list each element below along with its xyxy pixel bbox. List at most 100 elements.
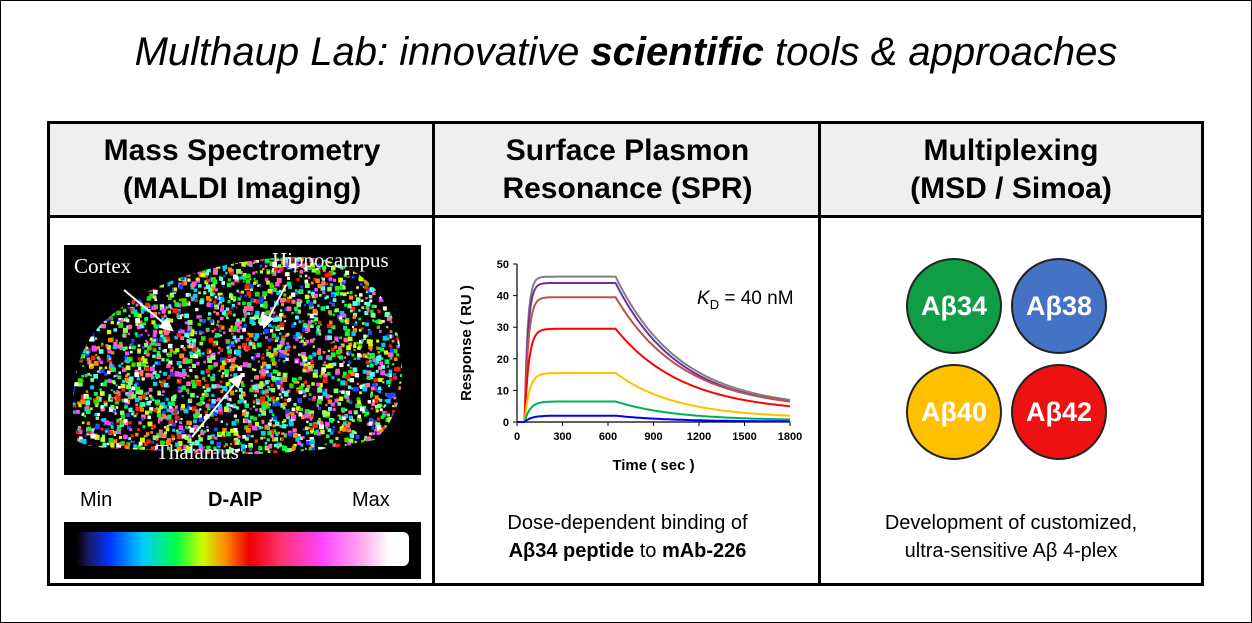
brain-speckle-dot [365,282,370,286]
brain-speckle-dot [181,259,186,264]
brain-speckle-dot [391,306,397,312]
brain-speckle-dot [402,305,407,310]
brain-speckle-dot [181,298,187,304]
brain-speckle-dot [177,310,181,314]
brain-speckle-dot [178,274,183,279]
brain-speckle-dot [72,410,73,415]
brain-speckle-dot [129,428,133,431]
brain-speckle-dot [159,440,165,446]
brain-speckle-dot [126,372,130,376]
brain-speckle-dot [355,297,361,302]
brain-speckle-dot [250,379,253,382]
panel-spr-title-line2: Resonance (SPR) [502,171,753,205]
brain-speckle-dot [413,394,416,397]
brain-speckle-dot [402,342,404,344]
brain-speckle-dot [334,285,340,291]
brain-speckle-dot [261,356,265,360]
brain-speckle-dot [368,360,372,363]
brain-speckle-dot [377,350,381,354]
brain-speckle-dot [134,397,139,403]
brain-speckle-dot [201,393,205,396]
brain-speckle-dot [269,419,272,422]
brain-speckle-dot [278,289,282,293]
brain-speckle-dot [142,284,147,289]
brain-speckle-dot [273,267,278,272]
brain-speckle-dot [379,279,383,283]
brain-speckle-dot [250,288,253,291]
brain-speckle-dot [129,391,134,396]
brain-speckle-dot [365,383,371,388]
brain-speckle-dot [240,444,246,449]
brain-speckle-dot [292,428,297,433]
brain-speckle-dot [353,410,358,415]
brain-speckle-dot [324,296,327,300]
brain-speckle-dot [245,345,251,351]
brain-speckle-dot [240,380,244,384]
brain-speckle-dot [96,277,100,282]
brain-speckle-dot [156,361,161,366]
brain-speckle-dot [279,377,283,381]
brain-speckle-dot [168,279,174,285]
brain-speckle-dot [399,282,402,285]
brain-speckle-dot [303,380,308,385]
brain-speckle-dot [367,457,371,461]
brain-speckle-dot [413,360,416,363]
brain-speckle-dot [327,428,332,432]
brain-speckle-dot [340,380,346,386]
brain-speckle-dot [384,426,389,430]
brain-speckle-dot [232,313,236,317]
brain-speckle-dot [396,367,401,371]
brain-speckle-dot [141,357,144,361]
brain-speckle-dot [395,270,400,276]
brain-speckle-dot [77,437,83,443]
brain-speckle-dot [178,364,182,369]
brain-speckle-dot [352,328,357,333]
brain-speckle-dot [124,334,127,337]
brain-speckle-dot [177,257,181,261]
brain-speckle-dot [217,302,221,306]
brain-speckle-dot [152,348,157,352]
brain-speckle-dot [184,436,189,440]
brain-speckle-dot [96,397,100,401]
brain-speckle-dot [165,427,170,432]
brain-speckle-dot [112,453,115,455]
brain-speckle-dot [312,352,317,357]
brain-speckle-dot [411,359,416,364]
brain-speckle-dot [292,433,298,438]
brain-speckle-dot [118,364,122,368]
brain-speckle-dot [250,434,253,438]
thalamus-arrow-head [228,373,244,389]
brain-speckle-dot [365,296,368,300]
brain-speckle-dot [265,389,269,393]
brain-speckle-dot [178,284,184,290]
brain-speckle-dot [168,304,172,308]
brain-speckle-dot [252,405,256,408]
brain-speckle-dot [93,323,98,328]
brain-speckle-dot [79,298,83,302]
spr-curves [517,275,791,423]
brain-speckle-dot [279,444,282,447]
brain-speckle-dot [197,402,202,407]
brain-speckle-dot [169,318,174,323]
brain-speckle-dot [370,386,375,391]
brain-speckle-dot [404,444,407,447]
brain-speckle-dot [354,456,358,460]
brain-speckle-dot [289,384,294,389]
brain-speckle-dot [153,446,158,451]
brain-speckle-dot [85,287,91,293]
brain-speckle-dot [275,433,279,437]
brain-speckle-dot [114,412,117,415]
brain-speckle-dot [302,368,307,373]
brain-speckle-dot [387,334,392,339]
brain-speckle-dot [246,291,251,296]
brain-speckle-dot [275,370,279,374]
brain-speckle-dot [117,386,121,389]
brain-speckle-dot [322,389,325,392]
brain-speckle-dot [220,390,224,393]
brain-speckle-dot [227,267,232,272]
brain-speckle-dot [186,360,190,364]
brain-speckle-dot [302,428,305,431]
brain-speckle-dot [90,331,95,336]
brain-speckle-dot [260,430,266,436]
